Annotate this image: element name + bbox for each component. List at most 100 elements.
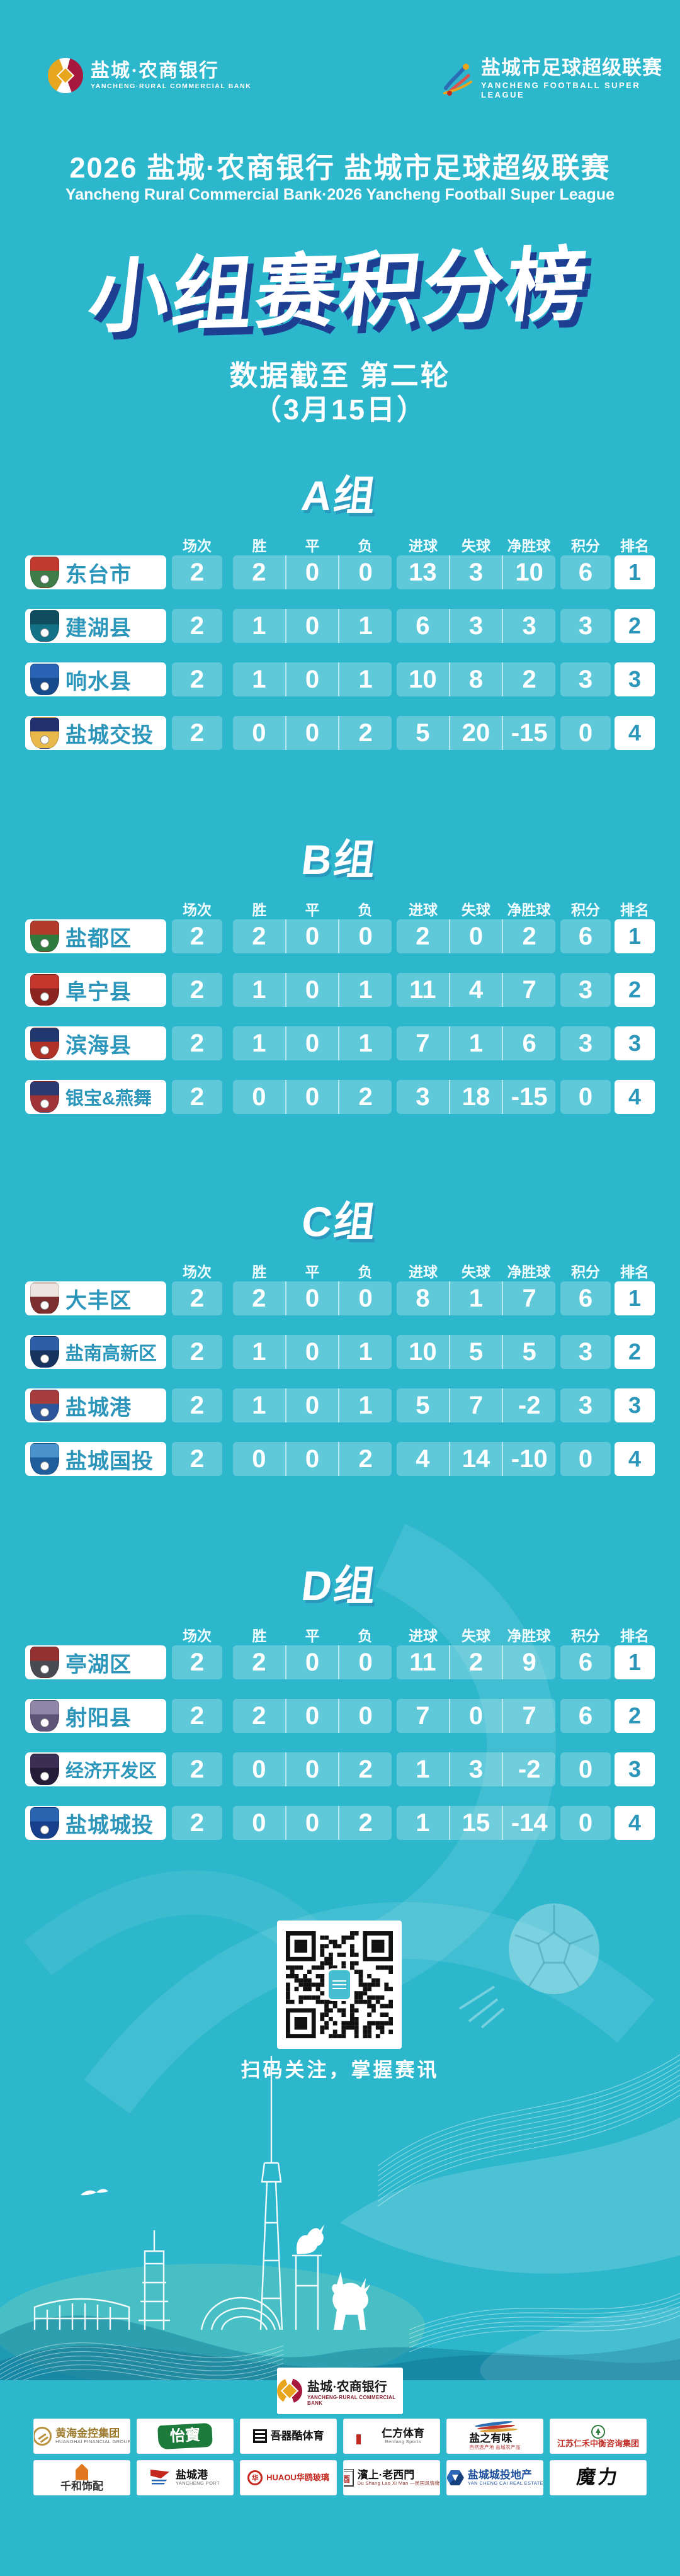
stat-band: 3 (560, 662, 611, 696)
team-cell: 银宝&燕舞 (25, 1080, 166, 1114)
column-header: 胜 (252, 538, 267, 554)
stat-band: 8 1 7 (397, 1281, 555, 1315)
stat-cell-played: 2 (172, 609, 222, 643)
stat-cell-gd: 6 (502, 1026, 555, 1060)
stat-value: 0 (358, 1284, 373, 1312)
sponsor-name: 盐城港 (176, 2468, 208, 2481)
stat-band: 2 (172, 1442, 222, 1476)
stat-cell-won: 2 (233, 1645, 285, 1679)
stat-cell-drawn: 0 (285, 555, 339, 589)
stat-cell-lost: 2 (338, 1806, 392, 1840)
stat-band: 2 0 0 (233, 555, 392, 589)
stat-value: 0 (578, 1755, 593, 1783)
stat-cell-played: 2 (172, 1442, 222, 1476)
stat-value: 7 (416, 1029, 430, 1057)
stat-value: 0 (468, 922, 484, 950)
stat-cell-drawn: 0 (285, 919, 339, 953)
stat-cell-pts: 6 (560, 555, 611, 589)
column-header: 净胜球 (507, 902, 551, 918)
stat-cell-gf: 1 (397, 1752, 449, 1786)
stat-cell-lost: 2 (338, 1080, 392, 1114)
team-name: 盐南高新区 (65, 1344, 157, 1364)
stat-value: 1 (416, 1755, 430, 1783)
soccer-ball-icon (40, 1408, 49, 1417)
team-crest-icon (30, 1700, 59, 1732)
column-header: 负 (358, 1264, 373, 1280)
stat-value: 2 (252, 558, 266, 586)
team-name: 盐城交投 (65, 723, 154, 747)
stat-cell-ga: 3 (448, 609, 502, 643)
stat-cell-gf: 3 (397, 1080, 449, 1114)
table-header-row: 场次 胜 平 负 进球 失球 净胜球 积分 排名 (0, 1260, 680, 1280)
stat-band: 0 (560, 1752, 611, 1786)
team-cell: 响水县 (25, 662, 166, 696)
stat-value: 0 (305, 611, 320, 640)
stat-band: 3 (560, 1335, 611, 1369)
soccer-ball-icon (40, 1825, 49, 1834)
stat-value: 0 (305, 718, 320, 747)
sponsor-card-renhe: 江苏仁禾中衡咨询集团 (550, 2419, 647, 2454)
stat-cell-drawn: 0 (285, 1806, 339, 1840)
stat-cell-gd: -14 (502, 1806, 555, 1840)
stat-value: 1 (358, 1337, 373, 1366)
table-header-row: 场次 胜 平 负 进球 失球 净胜球 积分 排名 (0, 1624, 680, 1644)
column-header: 积分 (571, 1628, 600, 1644)
stat-value: 2 (190, 1082, 205, 1111)
stat-value: 7 (468, 1391, 484, 1419)
stat-cell-lost: 1 (338, 1335, 392, 1369)
column-header: 胜 (252, 902, 267, 918)
stat-cell-gf: 10 (397, 662, 449, 696)
stat-value: 0 (578, 1808, 593, 1837)
column-header: 平 (305, 538, 320, 554)
stat-band: 2 (172, 1645, 222, 1679)
stat-value: 2 (358, 1755, 373, 1783)
stat-value: 2 (358, 718, 373, 747)
stat-value: 0 (252, 1808, 266, 1837)
stat-value: 5 (522, 1337, 536, 1366)
team-crest-icon (30, 717, 59, 749)
stat-value: 2 (190, 1648, 205, 1676)
stat-value: 2 (190, 1701, 205, 1730)
stat-value: 0 (305, 1444, 320, 1473)
stat-cell-gd: -2 (502, 1752, 555, 1786)
stat-band: 2 (172, 1752, 222, 1786)
column-header: 胜 (252, 1628, 267, 1644)
stat-cell-pts: 0 (560, 1442, 611, 1476)
stat-cell-won: 0 (233, 1752, 285, 1786)
stat-cell-drawn: 0 (285, 609, 339, 643)
stat-value: 0 (358, 1701, 373, 1730)
bank-logo: 盐城·农商银行 YANCHENG·RURAL COMMERCIAL BANK (48, 58, 251, 93)
sponsor-text-block: 盐城城投地产 YAN CHENG CAI REAL ESTATE (468, 2469, 543, 2486)
sponsor-name: 魔力 (575, 2467, 621, 2488)
bank-circle-emblem-icon (277, 2378, 302, 2403)
cestbon-logo-icon: 怡寶 (157, 2422, 213, 2450)
stat-band: 11 4 7 (397, 973, 555, 1007)
stat-value: 1 (358, 975, 373, 1004)
stat-value: -2 (518, 1391, 541, 1419)
stat-cell-lost: 0 (338, 555, 392, 589)
stat-cell-gf: 11 (397, 973, 449, 1007)
main-sponsor-card: 盐城·农商银行 YANCHENG·RURAL COMMERCIAL BANK (277, 2368, 403, 2414)
column-header: 进球 (409, 1264, 438, 1280)
stat-value: 2 (190, 922, 205, 950)
stat-band: 2 (172, 1806, 222, 1840)
stat-band: 0 0 2 (233, 1752, 392, 1786)
stat-value: 8 (416, 1284, 430, 1312)
stat-value: 0 (305, 1284, 320, 1312)
team-name: 银宝&燕舞 (65, 1089, 152, 1109)
rank-value: 1 (628, 1649, 642, 1675)
stat-value: 1 (358, 1391, 373, 1419)
sponsor-text-block: 江苏仁禾中衡咨询集团 (557, 2439, 639, 2448)
stat-value: 10 (409, 665, 437, 693)
qr-caption: 扫码关注，掌握赛讯 (241, 2059, 439, 2081)
rank-cell: 1 (615, 1645, 655, 1679)
stat-band: 2 0 2 (397, 919, 555, 953)
stat-value: 0 (305, 558, 320, 586)
stat-value: 0 (305, 1337, 320, 1366)
yancheng-skyline-art (0, 2052, 680, 2380)
stat-value: 7 (522, 975, 536, 1004)
sponsor-card-ycport: 盐城港 YANCHENG PORT (137, 2460, 234, 2495)
team-crest-icon (30, 1807, 59, 1839)
stat-cell-drawn: 0 (285, 662, 339, 696)
stat-value: 2 (190, 611, 205, 640)
